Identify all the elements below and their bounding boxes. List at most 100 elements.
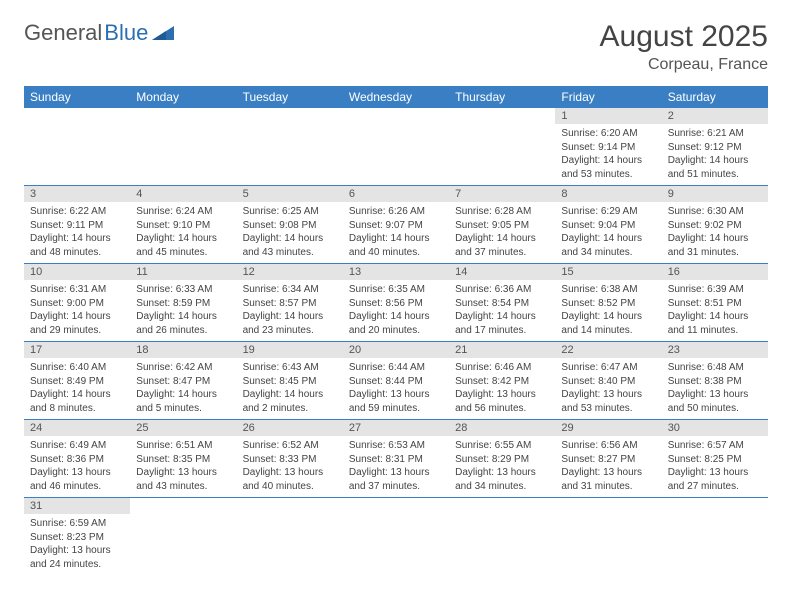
daylight-text: Daylight: 14 hours and 53 minutes. [561, 154, 655, 181]
daylight-text: Daylight: 13 hours and 34 minutes. [455, 466, 549, 493]
calendar-cell: 16Sunrise: 6:39 AMSunset: 8:51 PMDayligh… [662, 264, 768, 342]
day-number: 4 [130, 186, 236, 202]
day-details: Sunrise: 6:56 AMSunset: 8:27 PMDaylight:… [555, 436, 661, 497]
sunrise-text: Sunrise: 6:39 AM [668, 283, 762, 297]
day-details: Sunrise: 6:42 AMSunset: 8:47 PMDaylight:… [130, 358, 236, 419]
calendar-cell [130, 498, 236, 576]
daylight-text: Daylight: 13 hours and 40 minutes. [243, 466, 337, 493]
calendar-week-row: 1Sunrise: 6:20 AMSunset: 9:14 PMDaylight… [24, 108, 768, 186]
calendar-cell: 10Sunrise: 6:31 AMSunset: 9:00 PMDayligh… [24, 264, 130, 342]
day-details: Sunrise: 6:29 AMSunset: 9:04 PMDaylight:… [555, 202, 661, 263]
day-details: Sunrise: 6:39 AMSunset: 8:51 PMDaylight:… [662, 280, 768, 341]
day-number: 16 [662, 264, 768, 280]
weekday-header: Sunday [24, 86, 130, 108]
sunset-text: Sunset: 9:10 PM [136, 219, 230, 233]
day-details: Sunrise: 6:35 AMSunset: 8:56 PMDaylight:… [343, 280, 449, 341]
brand-part1: General [24, 20, 102, 46]
daylight-text: Daylight: 13 hours and 24 minutes. [30, 544, 124, 571]
day-number: 13 [343, 264, 449, 280]
sunset-text: Sunset: 8:42 PM [455, 375, 549, 389]
day-number: 19 [237, 342, 343, 358]
daylight-text: Daylight: 14 hours and 2 minutes. [243, 388, 337, 415]
calendar-cell: 11Sunrise: 6:33 AMSunset: 8:59 PMDayligh… [130, 264, 236, 342]
sunset-text: Sunset: 8:56 PM [349, 297, 443, 311]
day-details: Sunrise: 6:51 AMSunset: 8:35 PMDaylight:… [130, 436, 236, 497]
calendar-cell: 21Sunrise: 6:46 AMSunset: 8:42 PMDayligh… [449, 342, 555, 420]
day-details: Sunrise: 6:48 AMSunset: 8:38 PMDaylight:… [662, 358, 768, 419]
calendar-cell [24, 108, 130, 186]
day-number: 10 [24, 264, 130, 280]
calendar-week-row: 17Sunrise: 6:40 AMSunset: 8:49 PMDayligh… [24, 342, 768, 420]
day-number: 26 [237, 420, 343, 436]
calendar-cell: 13Sunrise: 6:35 AMSunset: 8:56 PMDayligh… [343, 264, 449, 342]
sunrise-text: Sunrise: 6:40 AM [30, 361, 124, 375]
daylight-text: Daylight: 14 hours and 11 minutes. [668, 310, 762, 337]
calendar-cell: 8Sunrise: 6:29 AMSunset: 9:04 PMDaylight… [555, 186, 661, 264]
brand-logo: GeneralBlue [24, 20, 174, 46]
sunset-text: Sunset: 8:47 PM [136, 375, 230, 389]
page-header: GeneralBlue August 2025 Corpeau, France [24, 20, 768, 74]
sunset-text: Sunset: 9:05 PM [455, 219, 549, 233]
sunrise-text: Sunrise: 6:51 AM [136, 439, 230, 453]
calendar-cell: 14Sunrise: 6:36 AMSunset: 8:54 PMDayligh… [449, 264, 555, 342]
day-number: 25 [130, 420, 236, 436]
sunset-text: Sunset: 8:33 PM [243, 453, 337, 467]
sunrise-text: Sunrise: 6:21 AM [668, 127, 762, 141]
calendar-cell: 2Sunrise: 6:21 AMSunset: 9:12 PMDaylight… [662, 108, 768, 186]
calendar-cell: 25Sunrise: 6:51 AMSunset: 8:35 PMDayligh… [130, 420, 236, 498]
calendar-cell [130, 108, 236, 186]
daylight-text: Daylight: 14 hours and 43 minutes. [243, 232, 337, 259]
sunrise-text: Sunrise: 6:46 AM [455, 361, 549, 375]
calendar-cell: 12Sunrise: 6:34 AMSunset: 8:57 PMDayligh… [237, 264, 343, 342]
day-number: 18 [130, 342, 236, 358]
calendar-cell: 1Sunrise: 6:20 AMSunset: 9:14 PMDaylight… [555, 108, 661, 186]
calendar-cell: 15Sunrise: 6:38 AMSunset: 8:52 PMDayligh… [555, 264, 661, 342]
day-details: Sunrise: 6:28 AMSunset: 9:05 PMDaylight:… [449, 202, 555, 263]
day-details: Sunrise: 6:20 AMSunset: 9:14 PMDaylight:… [555, 124, 661, 185]
sunset-text: Sunset: 8:49 PM [30, 375, 124, 389]
sunrise-text: Sunrise: 6:48 AM [668, 361, 762, 375]
daylight-text: Daylight: 14 hours and 37 minutes. [455, 232, 549, 259]
sunset-text: Sunset: 8:31 PM [349, 453, 443, 467]
daylight-text: Daylight: 13 hours and 50 minutes. [668, 388, 762, 415]
sunrise-text: Sunrise: 6:22 AM [30, 205, 124, 219]
daylight-text: Daylight: 13 hours and 27 minutes. [668, 466, 762, 493]
sunset-text: Sunset: 9:12 PM [668, 141, 762, 155]
day-details: Sunrise: 6:26 AMSunset: 9:07 PMDaylight:… [343, 202, 449, 263]
sunset-text: Sunset: 8:51 PM [668, 297, 762, 311]
daylight-text: Daylight: 13 hours and 37 minutes. [349, 466, 443, 493]
sunset-text: Sunset: 9:08 PM [243, 219, 337, 233]
day-details: Sunrise: 6:44 AMSunset: 8:44 PMDaylight:… [343, 358, 449, 419]
day-details: Sunrise: 6:31 AMSunset: 9:00 PMDaylight:… [24, 280, 130, 341]
day-number: 31 [24, 498, 130, 514]
calendar-week-row: 31Sunrise: 6:59 AMSunset: 8:23 PMDayligh… [24, 498, 768, 576]
sunrise-text: Sunrise: 6:34 AM [243, 283, 337, 297]
day-details: Sunrise: 6:38 AMSunset: 8:52 PMDaylight:… [555, 280, 661, 341]
day-details: Sunrise: 6:52 AMSunset: 8:33 PMDaylight:… [237, 436, 343, 497]
weekday-header: Tuesday [237, 86, 343, 108]
day-number: 5 [237, 186, 343, 202]
calendar-cell: 4Sunrise: 6:24 AMSunset: 9:10 PMDaylight… [130, 186, 236, 264]
calendar-cell [449, 108, 555, 186]
sunset-text: Sunset: 8:44 PM [349, 375, 443, 389]
sunset-text: Sunset: 9:04 PM [561, 219, 655, 233]
daylight-text: Daylight: 14 hours and 17 minutes. [455, 310, 549, 337]
daylight-text: Daylight: 14 hours and 14 minutes. [561, 310, 655, 337]
sunrise-text: Sunrise: 6:35 AM [349, 283, 443, 297]
weekday-header: Saturday [662, 86, 768, 108]
day-details: Sunrise: 6:59 AMSunset: 8:23 PMDaylight:… [24, 514, 130, 575]
daylight-text: Daylight: 14 hours and 29 minutes. [30, 310, 124, 337]
daylight-text: Daylight: 14 hours and 26 minutes. [136, 310, 230, 337]
flag-icon [152, 20, 174, 46]
daylight-text: Daylight: 14 hours and 8 minutes. [30, 388, 124, 415]
day-details: Sunrise: 6:55 AMSunset: 8:29 PMDaylight:… [449, 436, 555, 497]
sunrise-text: Sunrise: 6:30 AM [668, 205, 762, 219]
day-number: 14 [449, 264, 555, 280]
sunset-text: Sunset: 8:38 PM [668, 375, 762, 389]
sunrise-text: Sunrise: 6:24 AM [136, 205, 230, 219]
day-number: 21 [449, 342, 555, 358]
calendar-cell: 23Sunrise: 6:48 AMSunset: 8:38 PMDayligh… [662, 342, 768, 420]
location-label: Corpeau, France [600, 56, 768, 74]
sunrise-text: Sunrise: 6:47 AM [561, 361, 655, 375]
day-number: 2 [662, 108, 768, 124]
